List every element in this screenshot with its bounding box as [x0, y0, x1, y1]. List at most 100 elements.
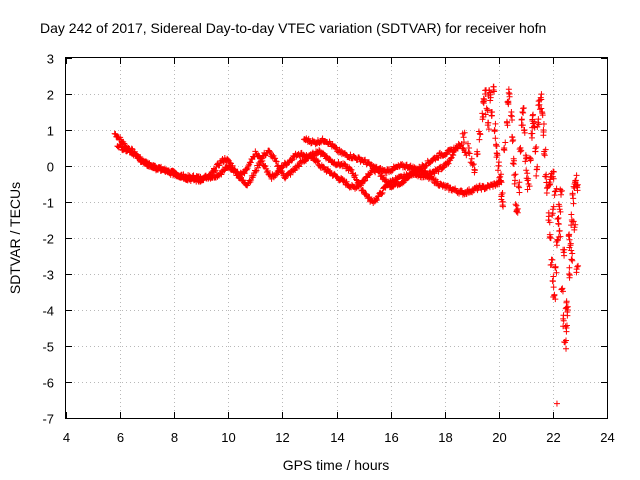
data-point — [378, 191, 385, 198]
data-point — [509, 138, 516, 145]
y-tick-label: -5 — [42, 340, 54, 355]
data-point — [569, 250, 576, 257]
data-point — [466, 145, 473, 151]
data-point — [522, 158, 529, 165]
data-point — [563, 345, 570, 352]
data-point — [343, 178, 350, 185]
data-point — [485, 126, 492, 133]
data-point — [379, 189, 386, 196]
data-point — [275, 162, 282, 169]
data-point — [573, 182, 580, 189]
data-point — [272, 155, 279, 162]
data-point — [353, 176, 360, 183]
x-tick-label: 20 — [492, 430, 506, 445]
data-point — [439, 165, 446, 172]
data-point — [385, 181, 392, 188]
data-point — [572, 177, 579, 184]
data-point — [476, 136, 483, 143]
data-point — [477, 131, 484, 138]
data-point — [562, 323, 569, 330]
data-point — [555, 221, 562, 228]
data-point — [495, 159, 502, 166]
data-point — [423, 162, 430, 169]
data-point — [508, 109, 515, 116]
data-point — [207, 172, 214, 179]
y-tick-label: -6 — [42, 376, 54, 391]
data-point — [541, 150, 548, 157]
data-point — [211, 168, 218, 175]
data-point — [156, 163, 163, 170]
data-point — [526, 183, 533, 190]
data-point — [566, 244, 573, 251]
data-point — [435, 168, 442, 175]
data-point — [357, 181, 364, 188]
data-point — [481, 96, 488, 103]
data-point — [452, 145, 459, 151]
x-tick-label: 4 — [63, 430, 70, 445]
data-point — [553, 269, 560, 276]
data-point — [551, 192, 558, 199]
data-point — [557, 208, 564, 215]
data-point — [565, 232, 572, 239]
data-point — [502, 139, 509, 146]
data-point — [526, 154, 533, 161]
data-point — [444, 150, 451, 157]
data-point — [273, 158, 280, 165]
data-point — [535, 121, 542, 128]
data-point — [572, 177, 579, 184]
y-axis-label: SDTVAR / TECUs — [7, 182, 23, 294]
data-point — [563, 322, 570, 329]
data-point — [250, 172, 257, 179]
data-point — [479, 110, 486, 117]
data-point — [554, 215, 561, 222]
data-points — [111, 83, 582, 407]
data-point — [560, 246, 567, 253]
data-point — [366, 194, 373, 201]
y-tick-label: -1 — [42, 196, 54, 211]
data-point — [571, 226, 578, 233]
data-point — [513, 208, 520, 215]
data-point — [573, 269, 580, 276]
data-point — [511, 172, 518, 179]
data-point — [523, 167, 530, 174]
data-point — [545, 217, 552, 224]
data-point — [334, 173, 341, 180]
data-point — [510, 137, 517, 144]
data-point — [463, 152, 470, 159]
data-point — [552, 296, 559, 303]
data-point — [541, 152, 548, 159]
data-point — [405, 174, 412, 181]
data-point — [509, 160, 516, 167]
data-point — [511, 180, 518, 187]
y-tick-label: 2 — [47, 88, 54, 103]
data-point — [497, 177, 504, 184]
data-point — [562, 305, 569, 312]
data-point — [362, 177, 369, 184]
y-tick-label: -7 — [42, 412, 54, 427]
x-tick-label: 16 — [384, 430, 398, 445]
x-tick-label: 10 — [221, 430, 235, 445]
data-point — [136, 155, 143, 162]
data-point — [558, 286, 565, 293]
x-tick-label: 24 — [600, 430, 614, 445]
data-point — [570, 218, 577, 225]
data-point — [492, 120, 499, 127]
data-point — [482, 111, 489, 118]
x-tick-label: 14 — [330, 430, 344, 445]
data-point — [443, 151, 450, 158]
data-point — [495, 167, 502, 174]
data-point — [550, 203, 557, 210]
y-tick-label: 3 — [47, 52, 54, 67]
data-point — [484, 106, 491, 113]
data-point — [314, 157, 321, 164]
data-point — [434, 178, 441, 185]
data-point — [516, 189, 523, 196]
data-point — [574, 187, 581, 194]
data-point — [229, 162, 236, 169]
data-point — [505, 101, 512, 108]
data-point — [266, 148, 273, 155]
data-point — [543, 189, 550, 196]
data-point — [389, 167, 396, 174]
data-point — [471, 167, 478, 174]
data-point — [499, 202, 506, 209]
